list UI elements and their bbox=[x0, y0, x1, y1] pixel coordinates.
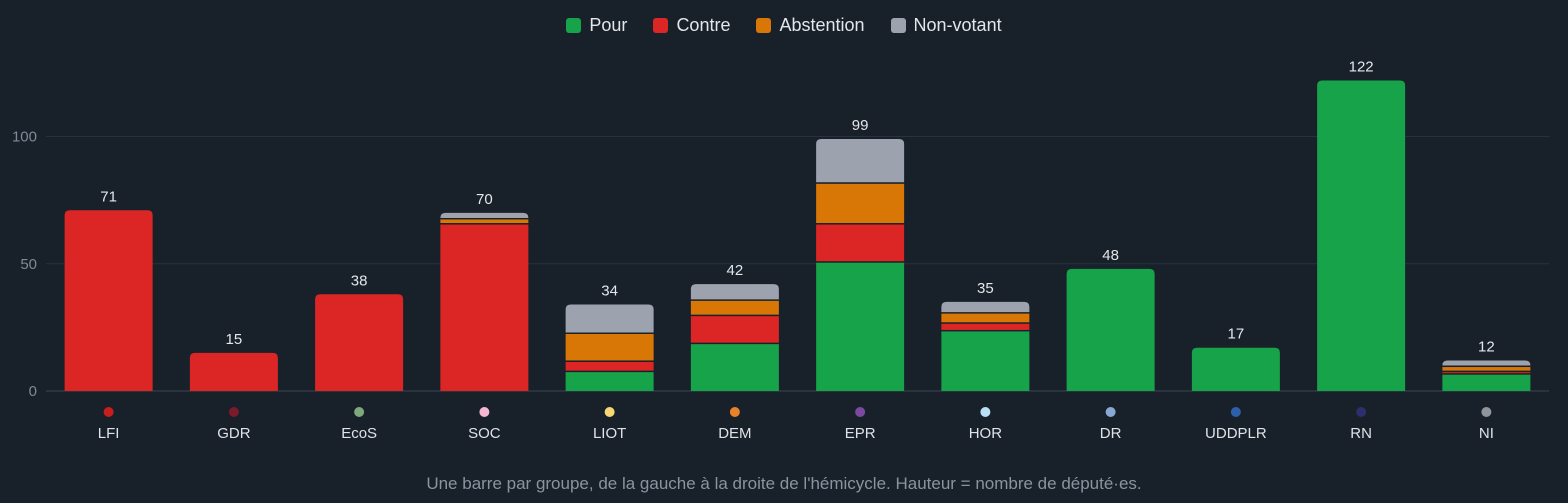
legend-item-non-votant[interactable]: Non-votant bbox=[890, 15, 1002, 36]
bar-segment-contre bbox=[315, 294, 404, 391]
bar-segment-abstention bbox=[816, 183, 905, 224]
x-category-label: NI bbox=[1479, 425, 1494, 442]
bar-total-label: 42 bbox=[727, 262, 744, 279]
bar-segment-non-votant bbox=[440, 212, 529, 218]
bar-total-label: 15 bbox=[226, 331, 243, 348]
bar-segment-non-votant bbox=[1442, 360, 1531, 366]
bar-segment-pour bbox=[816, 262, 905, 391]
bar-segment-contre bbox=[690, 316, 779, 343]
x-category-label: SOC bbox=[468, 425, 501, 442]
legend-swatch bbox=[890, 18, 906, 33]
bar-total-label: 17 bbox=[1228, 326, 1245, 343]
bar-segment-contre bbox=[189, 352, 278, 391]
group-color-dot bbox=[1105, 407, 1116, 417]
bar-segment-abstention bbox=[941, 313, 1030, 323]
group-color-dot bbox=[1356, 407, 1367, 417]
y-tick-label: 0 bbox=[29, 383, 37, 400]
legend-swatch bbox=[653, 18, 669, 33]
bar-total-label: 122 bbox=[1349, 59, 1374, 76]
bar-segment-contre bbox=[64, 210, 153, 391]
legend-item-abstention[interactable]: Abstention bbox=[756, 15, 865, 36]
group-color-dot bbox=[1230, 407, 1241, 417]
bar-total-label: 48 bbox=[1102, 247, 1119, 264]
legend-swatch bbox=[756, 18, 772, 33]
bar-segment-non-votant bbox=[941, 301, 1030, 313]
legend-swatch bbox=[566, 18, 582, 33]
bar-total-label: 12 bbox=[1478, 338, 1495, 355]
bar-total-label: 35 bbox=[977, 280, 994, 297]
x-category-label: LIOT bbox=[593, 425, 626, 442]
x-category-label: HOR bbox=[969, 425, 1003, 442]
legend-item-contre[interactable]: Contre bbox=[653, 15, 730, 36]
group-color-dot bbox=[855, 407, 866, 417]
group-color-dot bbox=[980, 407, 991, 417]
x-category-label: LFI bbox=[98, 425, 120, 442]
bar-segment-contre bbox=[816, 224, 905, 262]
x-category-label: DR bbox=[1100, 425, 1122, 442]
bar-segment-contre bbox=[941, 323, 1030, 330]
x-category-label: GDR bbox=[217, 425, 251, 442]
bar-segment-pour bbox=[1317, 80, 1406, 391]
legend-item-pour[interactable]: Pour bbox=[566, 15, 627, 36]
group-color-dot bbox=[729, 407, 740, 417]
bar-segment-contre bbox=[565, 361, 654, 371]
legend: Pour Contre Abstention Non-votant bbox=[0, 15, 1568, 36]
bar-total-label: 34 bbox=[601, 282, 618, 299]
bar-segment-abstention bbox=[1442, 367, 1531, 371]
chart-caption: Une barre par groupe, de la gauche à la … bbox=[426, 474, 1142, 493]
x-category-label: EcoS bbox=[341, 425, 377, 442]
bar-total-label: 71 bbox=[100, 188, 117, 205]
stacked-bar-chart: 0 50 100 71 LFI 15 GDR 38 EcoS 70 SOC 34 LIOT 42 DEM 99… bbox=[12, 59, 1549, 442]
group-color-dot bbox=[103, 407, 114, 417]
bar-segment-pour bbox=[941, 331, 1030, 391]
bar-total-label: 99 bbox=[852, 117, 869, 134]
group-color-dot bbox=[604, 407, 615, 417]
bar-segment-pour bbox=[565, 372, 654, 391]
group-color-dot bbox=[354, 407, 365, 417]
x-category-label: UDDPLR bbox=[1205, 425, 1267, 442]
x-category-label: DEM bbox=[718, 425, 751, 442]
bar-segment-non-votant bbox=[565, 304, 654, 333]
bar-segment-abstention bbox=[440, 219, 529, 224]
legend-label: Contre bbox=[676, 15, 731, 35]
bar-segment-pour bbox=[1066, 268, 1155, 391]
bar-segment-contre bbox=[1442, 372, 1531, 374]
x-category-label: EPR bbox=[845, 425, 876, 442]
bar-total-label: 70 bbox=[476, 191, 493, 208]
x-category-label: RN bbox=[1350, 425, 1372, 442]
bar-segment-contre bbox=[440, 224, 529, 391]
group-color-dot bbox=[228, 407, 239, 417]
group-color-dot bbox=[479, 407, 490, 417]
bar-segment-pour bbox=[1442, 374, 1531, 391]
legend-label: Pour bbox=[589, 15, 628, 35]
bar-total-label: 38 bbox=[351, 272, 368, 289]
bar-segment-pour bbox=[1191, 347, 1280, 391]
bar-segment-pour bbox=[690, 344, 779, 391]
bar-segment-abstention bbox=[565, 333, 654, 361]
y-tick-label: 50 bbox=[20, 256, 37, 273]
group-color-dot bbox=[1481, 407, 1492, 417]
legend-label: Non-votant bbox=[913, 15, 1002, 35]
bar-segment-non-votant bbox=[690, 284, 779, 300]
y-tick-label: 100 bbox=[12, 129, 37, 146]
bar-segment-non-votant bbox=[816, 139, 905, 183]
legend-label: Abstention bbox=[779, 15, 865, 35]
bar-segment-abstention bbox=[690, 300, 779, 315]
